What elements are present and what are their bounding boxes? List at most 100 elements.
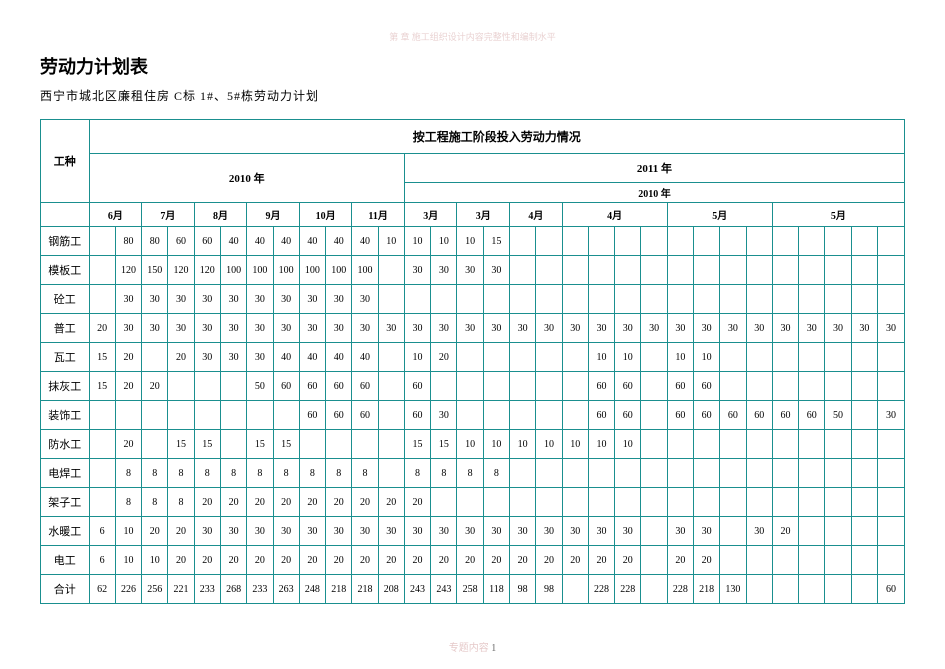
data-cell — [536, 227, 562, 256]
data-cell: 30 — [326, 314, 352, 343]
data-cell: 228 — [667, 575, 693, 604]
month-cell: 3月 — [404, 203, 457, 227]
data-cell: 30 — [378, 314, 404, 343]
data-cell: 10 — [615, 343, 641, 372]
table-row: 装饰工606060603060606060606060605030 — [41, 401, 905, 430]
data-cell: 40 — [220, 227, 246, 256]
data-cell: 258 — [457, 575, 483, 604]
data-cell — [615, 285, 641, 314]
month-cell: 5月 — [772, 203, 904, 227]
data-cell: 20 — [431, 546, 457, 575]
data-cell — [825, 430, 851, 459]
data-cell: 60 — [772, 401, 798, 430]
data-cell: 248 — [299, 575, 325, 604]
row-label: 钢筋工 — [41, 227, 90, 256]
data-cell — [799, 227, 825, 256]
data-cell: 60 — [404, 372, 430, 401]
data-cell — [720, 488, 746, 517]
data-cell: 30 — [615, 517, 641, 546]
data-cell: 100 — [273, 256, 299, 285]
data-cell: 8 — [352, 459, 378, 488]
data-cell: 30 — [404, 314, 430, 343]
month-cell: 7月 — [142, 203, 195, 227]
data-cell: 15 — [483, 227, 509, 256]
data-cell: 30 — [404, 517, 430, 546]
data-cell — [720, 285, 746, 314]
data-cell: 10 — [431, 227, 457, 256]
data-cell — [772, 430, 798, 459]
data-cell — [457, 401, 483, 430]
row-label: 瓦工 — [41, 343, 90, 372]
data-cell: 20 — [142, 517, 168, 546]
data-cell: 6 — [89, 546, 115, 575]
data-cell — [851, 401, 877, 430]
data-cell — [378, 401, 404, 430]
data-cell — [799, 285, 825, 314]
data-cell — [772, 459, 798, 488]
data-cell: 30 — [483, 256, 509, 285]
data-cell — [825, 227, 851, 256]
data-cell: 30 — [615, 314, 641, 343]
data-cell — [746, 343, 772, 372]
data-cell — [825, 343, 851, 372]
data-cell: 10 — [378, 227, 404, 256]
data-cell: 10 — [404, 343, 430, 372]
data-cell: 20 — [483, 546, 509, 575]
data-cell: 60 — [667, 401, 693, 430]
data-cell: 10 — [562, 430, 588, 459]
data-cell: 226 — [115, 575, 141, 604]
data-cell: 10 — [694, 343, 720, 372]
data-cell — [536, 459, 562, 488]
data-cell — [588, 488, 614, 517]
data-cell: 20 — [615, 546, 641, 575]
data-cell: 30 — [772, 314, 798, 343]
data-cell: 30 — [247, 285, 273, 314]
data-cell: 30 — [299, 314, 325, 343]
data-cell: 8 — [299, 459, 325, 488]
data-cell — [746, 430, 772, 459]
data-cell — [772, 343, 798, 372]
data-cell: 20 — [142, 372, 168, 401]
data-cell: 30 — [641, 314, 667, 343]
row-label: 电工 — [41, 546, 90, 575]
data-cell: 30 — [194, 285, 220, 314]
data-cell — [89, 256, 115, 285]
data-cell: 8 — [404, 459, 430, 488]
data-cell: 30 — [667, 314, 693, 343]
data-cell — [483, 488, 509, 517]
table-row: 普工20303030303030303030303030303030303030… — [41, 314, 905, 343]
data-cell: 100 — [299, 256, 325, 285]
data-cell: 30 — [299, 517, 325, 546]
data-cell: 60 — [326, 401, 352, 430]
data-cell: 20 — [562, 546, 588, 575]
data-cell — [667, 227, 693, 256]
data-cell: 20 — [194, 546, 220, 575]
data-cell — [247, 401, 273, 430]
data-cell: 8 — [194, 459, 220, 488]
data-cell — [694, 430, 720, 459]
data-cell: 10 — [142, 546, 168, 575]
data-cell — [562, 285, 588, 314]
data-cell — [89, 401, 115, 430]
data-cell: 208 — [378, 575, 404, 604]
data-cell: 40 — [352, 227, 378, 256]
data-cell: 10 — [115, 517, 141, 546]
data-cell — [851, 343, 877, 372]
data-cell — [746, 227, 772, 256]
data-cell: 60 — [299, 372, 325, 401]
data-cell: 20 — [378, 546, 404, 575]
data-cell: 268 — [220, 575, 246, 604]
data-cell — [378, 256, 404, 285]
data-cell: 20 — [247, 488, 273, 517]
data-cell — [851, 372, 877, 401]
data-cell — [772, 575, 798, 604]
data-cell — [562, 575, 588, 604]
data-cell: 30 — [536, 314, 562, 343]
data-cell: 15 — [273, 430, 299, 459]
header-row-month: 6月 7月 8月 9月 10月 11月 3月 3月 4月 4月 5月 5月 — [41, 203, 905, 227]
data-cell — [404, 285, 430, 314]
data-cell: 15 — [431, 430, 457, 459]
table-row: 瓦工15202030303040404040102010101010 — [41, 343, 905, 372]
data-cell — [615, 459, 641, 488]
data-cell: 8 — [115, 488, 141, 517]
